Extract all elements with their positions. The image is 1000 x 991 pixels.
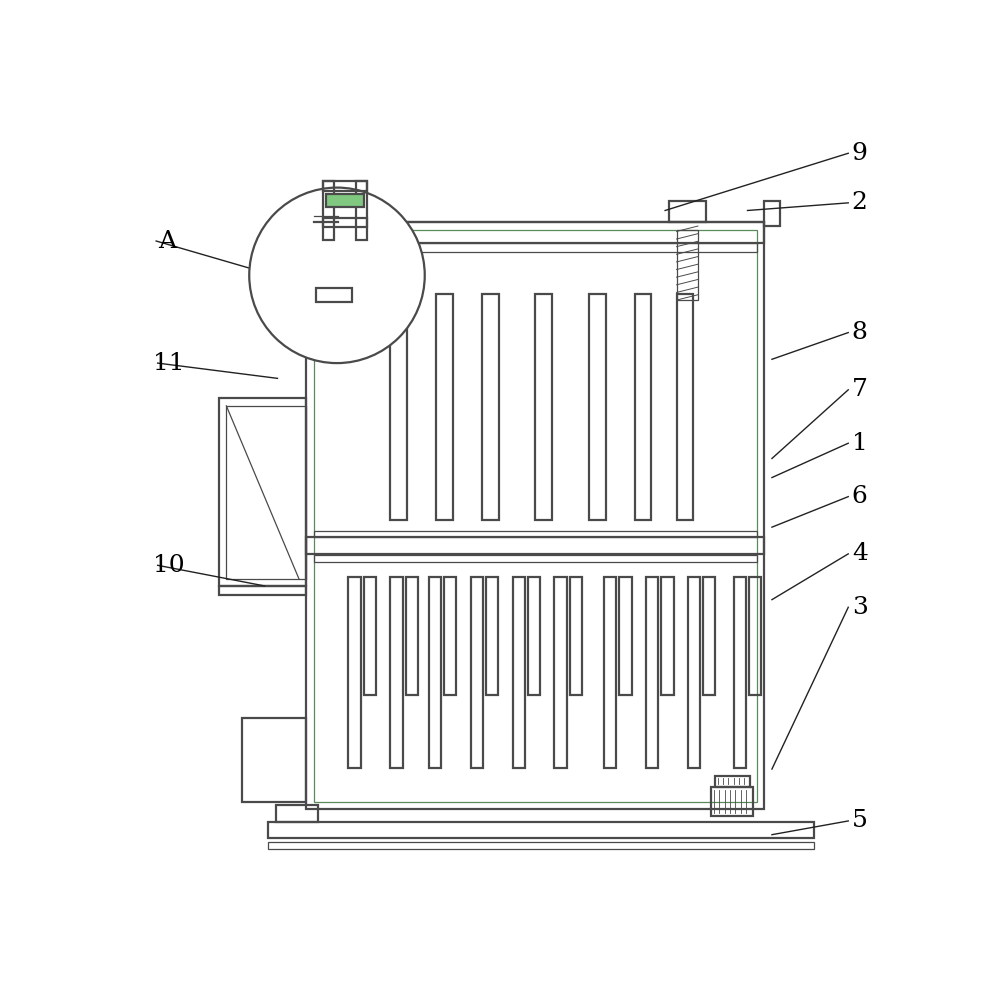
Bar	[604, 577, 616, 767]
Bar	[348, 577, 361, 767]
Text: A: A	[159, 230, 177, 253]
Text: 9: 9	[852, 142, 868, 165]
Bar	[364, 577, 376, 695]
Text: 6: 6	[852, 486, 868, 508]
Bar	[715, 776, 750, 787]
Bar	[554, 577, 567, 767]
Bar	[326, 194, 364, 207]
Bar	[268, 822, 814, 838]
Bar	[429, 577, 441, 767]
Bar	[677, 230, 698, 300]
Bar	[219, 398, 306, 587]
Text: 10: 10	[153, 554, 185, 577]
Bar	[535, 294, 552, 519]
Bar	[356, 180, 367, 240]
Bar	[589, 294, 606, 519]
Bar	[749, 577, 761, 695]
Bar	[390, 294, 407, 519]
Bar	[314, 230, 757, 802]
Bar	[635, 294, 651, 519]
Bar	[276, 805, 318, 822]
Bar	[688, 577, 700, 767]
Bar	[316, 288, 352, 302]
Bar	[528, 577, 540, 695]
Bar	[406, 577, 418, 695]
Text: 5: 5	[852, 810, 868, 832]
Bar	[764, 200, 780, 226]
Bar	[314, 244, 757, 253]
Bar	[219, 587, 306, 596]
Bar	[314, 531, 757, 537]
Bar	[619, 577, 632, 695]
Bar	[471, 577, 483, 767]
Bar	[703, 577, 715, 695]
Text: 3: 3	[852, 596, 868, 618]
Text: 7: 7	[852, 379, 868, 401]
Bar	[323, 180, 334, 240]
Text: 11: 11	[153, 352, 185, 375]
Bar	[306, 537, 764, 554]
Bar	[226, 406, 306, 579]
Text: 4: 4	[852, 542, 868, 566]
Bar	[242, 717, 306, 802]
Circle shape	[249, 187, 425, 363]
Bar	[669, 200, 706, 222]
Bar	[512, 577, 525, 767]
Bar	[711, 787, 753, 816]
Bar	[486, 577, 498, 695]
Bar	[646, 577, 658, 767]
Bar	[436, 294, 453, 519]
Bar	[482, 294, 499, 519]
Bar	[570, 577, 582, 695]
Bar	[268, 841, 814, 849]
Text: 8: 8	[852, 321, 868, 344]
Text: 1: 1	[852, 432, 868, 455]
Bar	[314, 555, 757, 562]
Bar	[677, 294, 693, 519]
Bar	[306, 222, 764, 244]
Bar	[323, 218, 367, 227]
Text: 2: 2	[852, 191, 868, 214]
Bar	[661, 577, 674, 695]
Bar	[444, 577, 456, 695]
Bar	[734, 577, 746, 767]
Bar	[390, 577, 403, 767]
Bar	[306, 222, 764, 810]
Bar	[323, 180, 367, 190]
